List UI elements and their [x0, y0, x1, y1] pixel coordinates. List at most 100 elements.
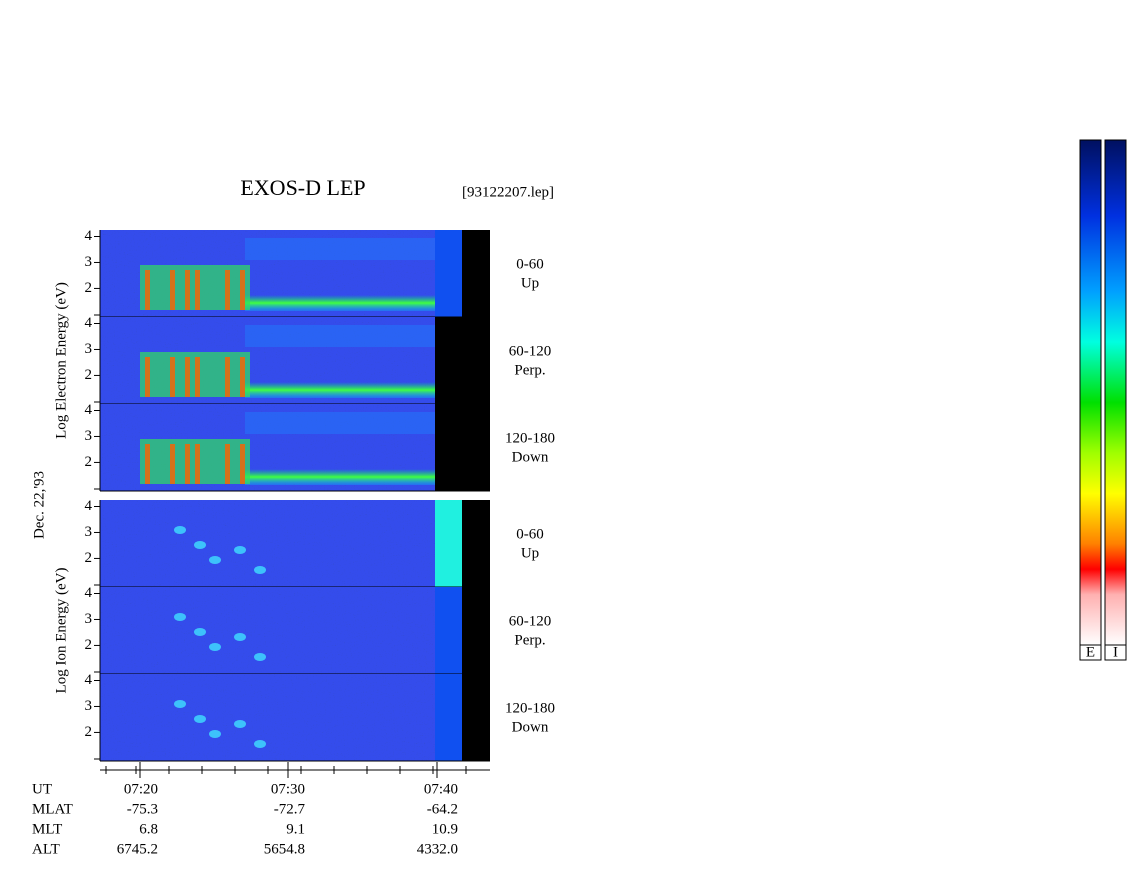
burst: [195, 270, 200, 310]
x-tick-label: 07:20: [124, 781, 158, 797]
orbit-value: 9.1: [286, 821, 305, 837]
ion-blob: [234, 633, 246, 641]
diffuse-band: [245, 238, 435, 260]
y-tick-label: 2: [85, 367, 93, 383]
burst: [145, 444, 150, 484]
burst: [170, 270, 175, 310]
orbit-row-name: ALT: [32, 841, 60, 857]
y-tick-label: 4: [85, 498, 93, 514]
ion-blob: [174, 526, 186, 534]
y-tick-label: 4: [85, 315, 93, 331]
ion-blob: [234, 720, 246, 728]
ion-blob: [234, 546, 246, 554]
burst: [225, 270, 230, 310]
ion-blob: [254, 653, 266, 661]
date-label: Dec. 22,'93: [31, 471, 47, 539]
direction-label: Perp.: [514, 362, 545, 378]
direction-label: Up: [521, 545, 539, 561]
burst: [170, 357, 175, 397]
diffuse-band: [245, 325, 435, 347]
no-data-block: [435, 230, 462, 317]
burst: [240, 270, 245, 310]
ion-blob: [209, 556, 221, 564]
burst: [240, 357, 245, 397]
low-energy-band: [245, 295, 435, 311]
orbit-value: 6.8: [139, 821, 158, 837]
ion-blob: [194, 628, 206, 636]
y-tick-label: 4: [85, 228, 93, 244]
pitch-angle-label: 60-120: [509, 613, 552, 629]
burst: [185, 270, 190, 310]
no-data-fill: [462, 404, 490, 491]
burst: [145, 357, 150, 397]
x-tick-label: 07:40: [424, 781, 458, 797]
diffuse-band: [245, 412, 435, 434]
y-tick-label: 4: [85, 585, 93, 601]
orbit-value: 4332.0: [417, 841, 458, 857]
pitch-angle-label: 120-180: [505, 430, 555, 446]
orbit-value: -75.3: [127, 801, 158, 817]
colorbar: [1104, 139, 1127, 646]
direction-label: Down: [512, 719, 549, 735]
colorbar-label: I: [1113, 644, 1118, 660]
ion-blob: [194, 715, 206, 723]
no-data-fill: [462, 587, 490, 674]
burst: [185, 357, 190, 397]
pitch-angle-label: 0-60: [516, 526, 544, 542]
no-data-block: [435, 500, 462, 587]
no-data-block: [435, 404, 462, 491]
direction-label: Up: [521, 275, 539, 291]
direction-label: Down: [512, 449, 549, 465]
spectrogram-noise: [100, 674, 435, 761]
y-axis-label: Log Electron Energy (eV): [53, 282, 69, 439]
y-tick-label: 3: [85, 698, 93, 714]
no-data-fill: [462, 230, 490, 317]
pitch-angle-label: 120-180: [505, 700, 555, 716]
y-tick-label: 3: [85, 341, 93, 357]
orbit-row-name: MLT: [32, 821, 62, 837]
ion-blob: [194, 541, 206, 549]
ion-blob: [254, 740, 266, 748]
ion-blob: [209, 643, 221, 651]
burst: [145, 270, 150, 310]
y-tick-label: 3: [85, 428, 93, 444]
y-tick-label: 2: [85, 724, 93, 740]
colorbar-label: E: [1086, 644, 1095, 660]
y-tick-label: 3: [85, 611, 93, 627]
burst: [170, 444, 175, 484]
orbit-value: 10.9: [432, 821, 458, 837]
colorbar-label-box: [1079, 644, 1102, 661]
no-data-fill: [462, 317, 490, 404]
no-data-block: [435, 317, 462, 404]
direction-label: Perp.: [514, 632, 545, 648]
spectrogram-noise: [100, 587, 435, 674]
no-data-fill: [462, 500, 490, 587]
orbit-value: -64.2: [427, 801, 458, 817]
orbit-row-name: UT: [32, 781, 52, 797]
low-energy-band: [245, 469, 435, 485]
y-tick-label: 2: [85, 637, 93, 653]
y-tick-label: 2: [85, 550, 93, 566]
x-tick-label: 07:30: [271, 781, 305, 797]
y-tick-label: 3: [85, 524, 93, 540]
no-data-block: [435, 587, 462, 674]
pitch-angle-label: 0-60: [516, 256, 544, 272]
colorbar: [1079, 139, 1102, 646]
no-data-fill: [462, 674, 490, 761]
file-name: [93122207.lep]: [462, 184, 554, 200]
ion-blob: [174, 613, 186, 621]
burst: [225, 444, 230, 484]
y-tick-label: 4: [85, 672, 93, 688]
ion-blob: [254, 566, 266, 574]
orbit-row-name: MLAT: [32, 801, 73, 817]
y-tick-label: 2: [85, 454, 93, 470]
ion-blob: [174, 700, 186, 708]
low-energy-band: [245, 382, 435, 398]
ion-blob: [209, 730, 221, 738]
pitch-angle-label: 60-120: [509, 343, 552, 359]
x-minor-ticks: [105, 766, 467, 774]
burst: [185, 444, 190, 484]
orbit-value: 6745.2: [117, 841, 158, 857]
orbit-value: 5654.8: [264, 841, 305, 857]
